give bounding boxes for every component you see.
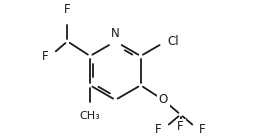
Text: F: F bbox=[42, 50, 49, 63]
Text: F: F bbox=[177, 120, 184, 133]
Text: F: F bbox=[64, 3, 71, 16]
Text: N: N bbox=[111, 27, 120, 40]
Text: CH₃: CH₃ bbox=[80, 111, 100, 121]
Text: F: F bbox=[199, 123, 206, 136]
Text: F: F bbox=[155, 123, 162, 136]
Text: O: O bbox=[159, 93, 168, 106]
Text: Cl: Cl bbox=[167, 35, 179, 48]
